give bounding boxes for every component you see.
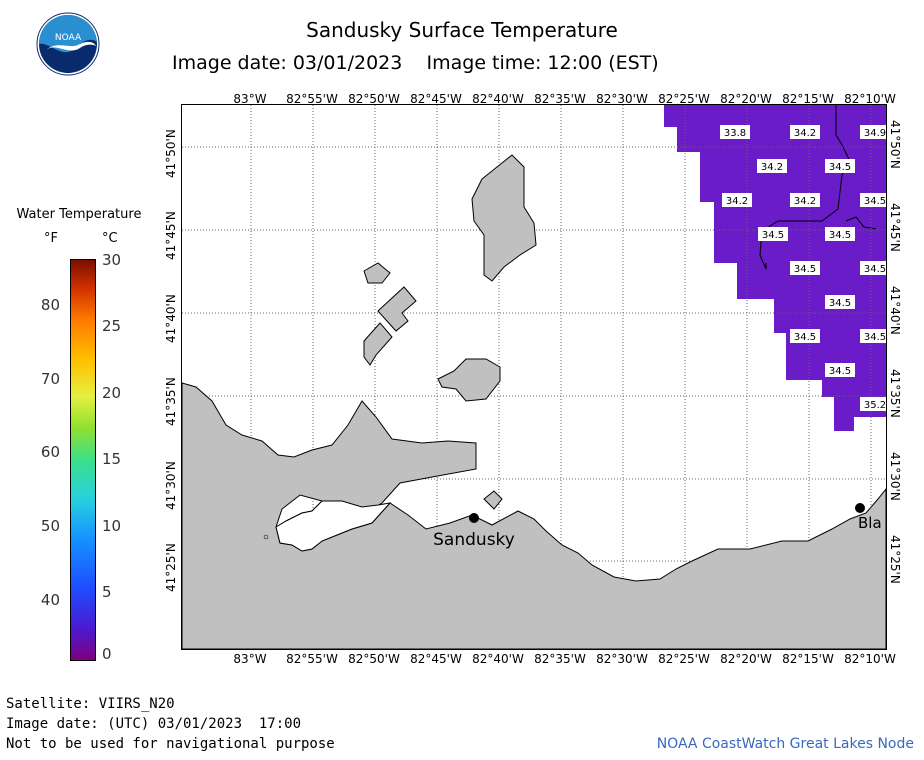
city-marker-sandusky[interactable] bbox=[469, 513, 479, 523]
lon-label-top: 82°55'W bbox=[286, 92, 338, 106]
image-date: Image date: 03/01/2023 bbox=[172, 52, 403, 74]
c-tick: 5 bbox=[102, 583, 112, 601]
temp-label: 34.5 bbox=[829, 298, 851, 309]
city-label-sandusky: Sandusky bbox=[433, 530, 515, 550]
image-date-time: Image date: 03/01/2023 Image time: 12:00… bbox=[172, 52, 659, 74]
lat-label-left: 41°45'N bbox=[164, 211, 178, 260]
f-tick: 60 bbox=[40, 443, 60, 461]
lon-label-bottom: 82°30'W bbox=[596, 652, 648, 666]
lat-label-left: 41°35'N bbox=[164, 377, 178, 426]
c-tick: 30 bbox=[102, 251, 122, 269]
temp-label: 34.5 bbox=[762, 230, 784, 241]
temp-label: 34.2 bbox=[794, 196, 816, 207]
island-kelleys bbox=[437, 358, 501, 402]
f-tick: 80 bbox=[40, 296, 60, 314]
utc-date: Image date: (UTC) 03/01/2023 17:00 bbox=[6, 716, 302, 732]
city-marker-bla[interactable] bbox=[855, 503, 865, 513]
lon-label-bottom: 82°55'W bbox=[286, 652, 338, 666]
city-label-bla: Bla bbox=[858, 514, 882, 532]
image-time: Image time: 12:00 (EST) bbox=[426, 52, 659, 74]
land-mainland bbox=[182, 382, 886, 649]
lat-label-right: 41°40'N bbox=[888, 286, 902, 335]
logo-text: NOAA bbox=[55, 33, 82, 43]
lon-label-top: 82°15'W bbox=[782, 92, 834, 106]
temp-label: 34.9 bbox=[864, 128, 886, 139]
islet bbox=[263, 534, 269, 540]
lat-label-left: 41°50'N bbox=[164, 129, 178, 178]
temp-label: 33.8 bbox=[724, 128, 746, 139]
lon-label-top: 82°25'W bbox=[658, 92, 710, 106]
lat-label-right: 41°50'N bbox=[888, 120, 902, 169]
temperature-labels: 33.8 34.2 34.9 34.2 34.5 34.2 34.2 34.5 … bbox=[720, 125, 886, 411]
lat-label-left: 41°30'N bbox=[164, 461, 178, 510]
unit-fahrenheit: °F bbox=[44, 231, 58, 246]
f-tick: 50 bbox=[40, 517, 60, 535]
lon-label-top: 82°20'W bbox=[720, 92, 772, 106]
lat-label-right: 41°25'N bbox=[888, 535, 902, 584]
page-title: Sandusky Surface Temperature bbox=[306, 18, 618, 42]
disclaimer: Not to be used for navigational purpose bbox=[6, 736, 335, 752]
lon-label-top: 83°W bbox=[233, 92, 267, 106]
unit-celsius: °C bbox=[102, 231, 118, 246]
lon-label-top: 82°45'W bbox=[410, 92, 462, 106]
f-tick: 70 bbox=[40, 370, 60, 388]
temp-label: 34.2 bbox=[726, 196, 748, 207]
lon-label-top: 82°40'W bbox=[472, 92, 524, 106]
c-tick: 25 bbox=[102, 317, 122, 335]
lon-label-bottom: 82°20'W bbox=[720, 652, 772, 666]
c-tick: 20 bbox=[102, 384, 122, 402]
lon-label-bottom: 82°25'W bbox=[658, 652, 710, 666]
island-small-3 bbox=[363, 322, 393, 366]
c-tick: 15 bbox=[102, 450, 122, 468]
lon-label-top: 82°30'W bbox=[596, 92, 648, 106]
credit-link[interactable]: NOAA CoastWatch Great Lakes Node bbox=[656, 736, 914, 752]
island-pelee bbox=[471, 154, 537, 282]
lon-label-bottom: 82°45'W bbox=[410, 652, 462, 666]
temp-label: 35.2 bbox=[864, 400, 886, 411]
island-bay bbox=[483, 490, 503, 510]
temp-label: 34.2 bbox=[794, 128, 816, 139]
c-tick: 0 bbox=[102, 645, 112, 663]
island-small-1 bbox=[363, 262, 391, 284]
sandusky-bay bbox=[275, 500, 392, 552]
temp-label: 34.2 bbox=[761, 162, 783, 173]
temp-label: 34.5 bbox=[829, 366, 851, 377]
temp-label: 34.5 bbox=[864, 332, 886, 343]
lon-label-bottom: 82°40'W bbox=[472, 652, 524, 666]
lat-label-right: 41°30'N bbox=[888, 452, 902, 501]
lat-label-right: 41°35'N bbox=[888, 369, 902, 418]
temp-label: 34.5 bbox=[794, 264, 816, 275]
temp-label: 34.5 bbox=[864, 264, 886, 275]
island-small-2 bbox=[377, 286, 417, 332]
temp-label: 34.5 bbox=[829, 162, 851, 173]
temp-label: 34.5 bbox=[794, 332, 816, 343]
lat-label-right: 41°45'N bbox=[888, 203, 902, 252]
lon-label-top: 82°10'W bbox=[844, 92, 896, 106]
temp-label: 34.5 bbox=[829, 230, 851, 241]
lon-label-top: 82°50'W bbox=[348, 92, 400, 106]
lon-label-top: 82°35'W bbox=[534, 92, 586, 106]
temperature-region bbox=[664, 105, 886, 431]
lon-label-bottom: 82°15'W bbox=[782, 652, 834, 666]
shoreline-boundary bbox=[759, 105, 877, 270]
f-tick: 40 bbox=[40, 591, 60, 609]
satellite-info: Satellite: VIIRS_N20 bbox=[6, 696, 175, 712]
noaa-logo-icon: NOAA bbox=[36, 12, 100, 76]
lon-label-bottom: 83°W bbox=[233, 652, 267, 666]
map-canvas: 33.8 34.2 34.9 34.2 34.5 34.2 34.2 34.5 … bbox=[182, 105, 886, 649]
temperature-colorbar bbox=[70, 259, 96, 661]
lat-label-left: 41°40'N bbox=[164, 294, 178, 343]
lon-label-bottom: 82°10'W bbox=[844, 652, 896, 666]
lat-label-left: 41°25'N bbox=[164, 543, 178, 592]
temp-label: 34.5 bbox=[864, 196, 886, 207]
lon-label-bottom: 82°35'W bbox=[534, 652, 586, 666]
lon-label-bottom: 82°50'W bbox=[348, 652, 400, 666]
c-tick: 10 bbox=[102, 517, 122, 535]
map-panel[interactable]: 33.8 34.2 34.9 34.2 34.5 34.2 34.2 34.5 … bbox=[181, 104, 887, 650]
legend-title: Water Temperature bbox=[16, 207, 142, 222]
